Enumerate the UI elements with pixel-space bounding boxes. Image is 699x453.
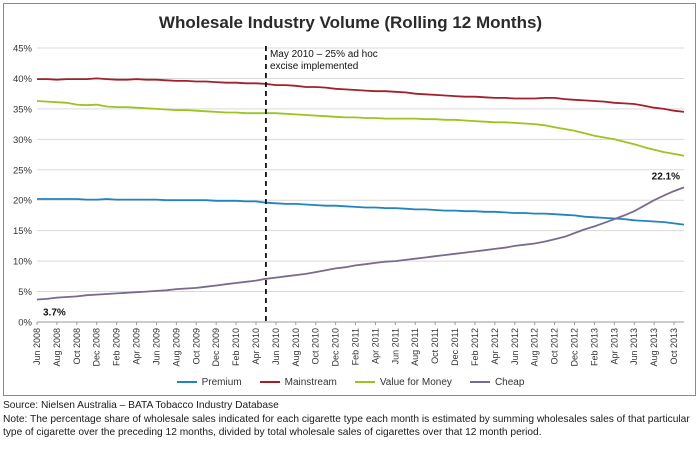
legend-swatch [469,381,490,384]
excise-annotation-line: May 2010 – 25% ad hoc [270,49,378,60]
series-line-cheap [36,186,685,301]
x-tick-label: Apr 2013 [609,328,619,365]
methodology-note: Note: The percentage share of wholesale … [3,413,690,439]
legend-swatch [259,381,280,384]
y-tick-label: 20% [13,196,33,207]
x-tick-label: Apr 2010 [251,328,261,365]
x-tick-label: Aug 2013 [649,328,659,367]
x-tick-label: Oct 2013 [669,328,679,365]
x-tick-label: Dec 2009 [211,328,221,367]
chart-legend: Premium Mainstream Value for Money Cheap [4,377,697,388]
x-tick-label: Dec 2011 [450,328,460,366]
legend-label: Cheap [494,377,525,388]
y-tick-label: 40% [13,74,33,85]
x-tick-label: Aug 2009 [171,328,181,367]
x-tick-label: Oct 2012 [550,328,560,365]
legend-label: Mainstream [284,377,337,388]
chart-plot: 0% 5% 10% 15% 20% 25% 30% 35% 40% 45% Jun 2008 Aug… [13,44,685,367]
y-tick-label: 30% [13,135,33,146]
x-tick-label: Jun 2009 [151,328,161,365]
source-note: Source: Nielsen Australia – BATA Tobacco… [3,400,279,411]
x-tick-label: Jun 2011 [390,328,400,364]
legend-label: Premium [201,377,242,388]
x-tick-label: Oct 2011 [430,328,440,364]
x-tick-label: Jun 2012 [510,328,520,365]
x-tick-label: Oct 2010 [311,328,321,365]
x-tick-label: Dec 2010 [331,328,341,367]
x-tick-label: Oct 2008 [72,328,82,365]
chart-container: Wholesale Industry Volume (Rolling 12 Mo… [3,3,696,396]
y-tick-label: 5% [18,287,32,298]
footnote: Source: Nielsen Australia – BATA Tobacco… [3,399,696,440]
data-label: 3.7% [43,307,66,318]
x-tick-label: Jun 2013 [629,328,639,365]
legend-swatch [354,381,375,384]
y-tick-label: 15% [13,226,33,237]
x-tick-label: Aug 2011 [410,328,420,366]
y-tick-label: 0% [18,318,32,329]
series-line-premium [37,198,685,226]
x-tick-label: Dec 2012 [570,328,580,367]
x-tick-label: Feb 2009 [112,328,122,366]
legend-label: Value for Money [379,377,452,388]
series-line-mainstream [37,77,685,113]
series-line-value-for-money [36,100,685,157]
x-tick-label: Aug 2010 [291,328,301,367]
x-tick-label: Feb 2011 [351,328,361,365]
x-tick-label: Jun 2008 [32,328,42,365]
legend-entry: Mainstream [259,377,337,388]
x-tick-label: Apr 2009 [132,328,142,365]
x-tick-label: Aug 2012 [530,328,540,367]
y-tick-label: 25% [13,165,33,176]
x-tick-label: Apr 2011 [370,328,380,364]
legend-entry: Cheap [469,377,525,388]
x-tick-label: Dec 2008 [92,328,102,367]
x-tick-label: Apr 2012 [490,328,500,365]
x-tick-label: Feb 2012 [470,328,480,366]
x-tick-label: Oct 2009 [191,328,201,365]
y-tick-label: 35% [13,104,33,115]
x-tick-label: Aug 2008 [52,328,62,367]
x-tick-label: Jun 2010 [271,328,281,365]
y-tick-label: 45% [13,44,33,55]
excise-annotation-line: excise implemented [270,61,358,72]
legend-entry: Premium [176,377,242,388]
chart-title: Wholesale Industry Volume (Rolling 12 Mo… [158,13,543,32]
y-tick-label: 10% [13,257,33,268]
legend-swatch [176,381,197,384]
x-tick-label: Feb 2010 [231,328,241,366]
x-tick-label: Feb 2013 [589,328,599,366]
data-label: 22.1% [652,171,680,182]
legend-entry: Value for Money [354,377,452,388]
